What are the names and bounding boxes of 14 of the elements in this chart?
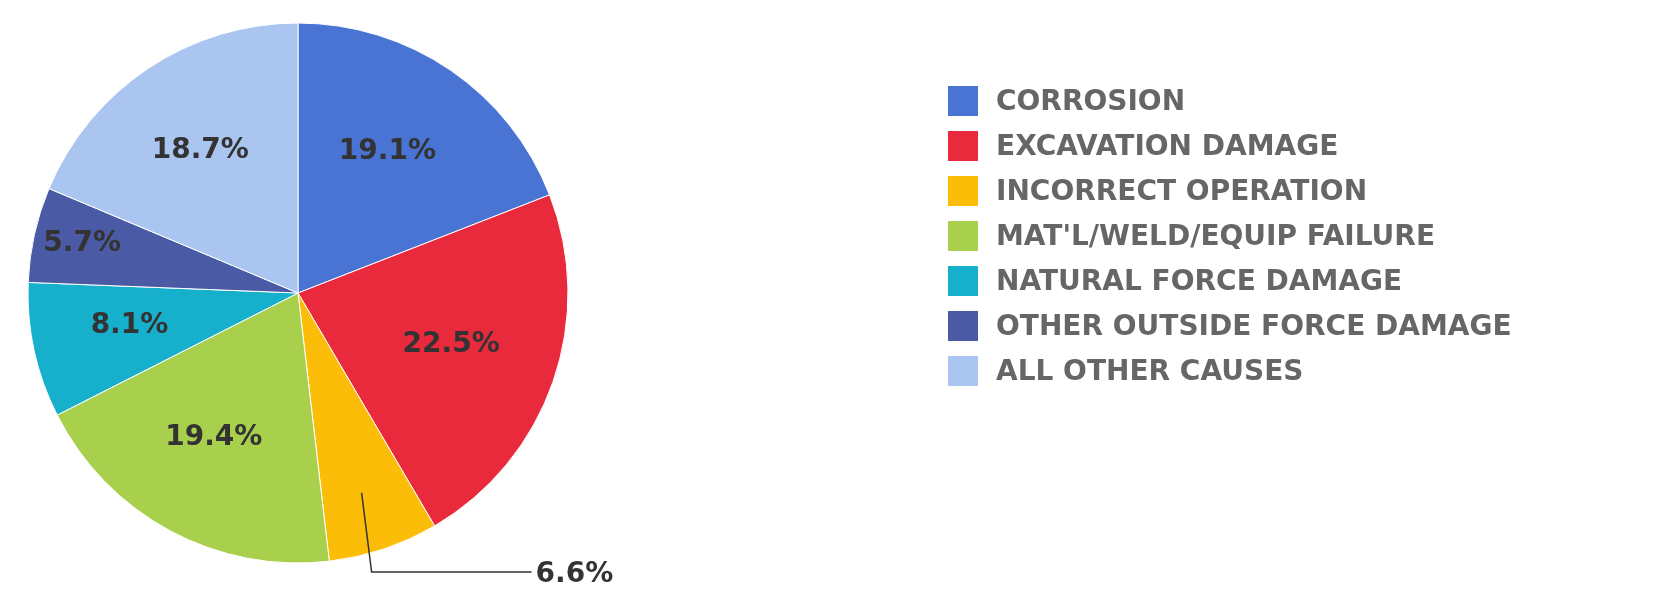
data-label: 22.5%	[402, 326, 500, 360]
data-label: 5.7%	[43, 224, 121, 258]
legend-label: INCORRECT OPERATION	[996, 174, 1368, 207]
data-label: 18.7%	[151, 132, 249, 166]
legend-label: CORROSION	[996, 84, 1186, 117]
legend-label: OTHER OUTSIDE FORCE DAMAGE	[996, 309, 1512, 342]
legend-label: NATURAL FORCE DAMAGE	[996, 264, 1403, 297]
data-label: 8.1%	[90, 307, 169, 341]
legend-label: ALL OTHER CAUSES	[996, 354, 1304, 387]
data-label: 19.1%	[338, 133, 437, 167]
data-label: 6.6%	[535, 555, 614, 589]
data-label: 19.4%	[165, 418, 263, 452]
legend-label: EXCAVATION DAMAGE	[996, 129, 1339, 162]
legend-label: MAT'L/WELD/EQUIP FAILURE	[996, 219, 1436, 252]
